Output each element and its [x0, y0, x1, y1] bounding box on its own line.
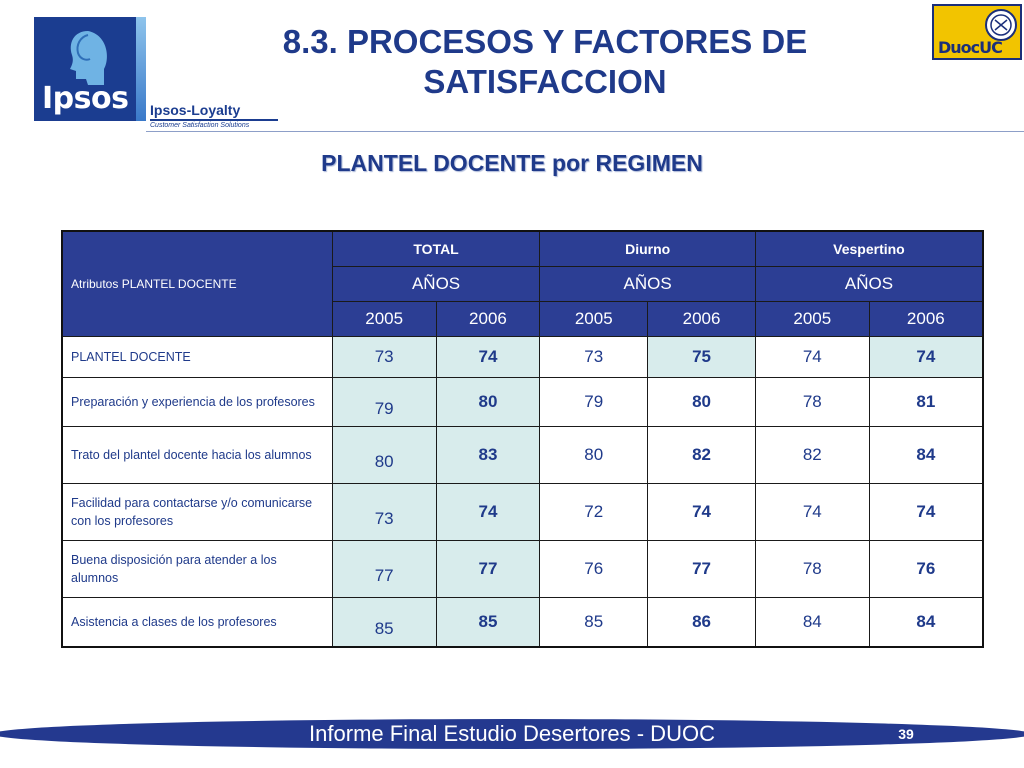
anos-header-vespertino: AÑOS — [754, 265, 984, 302]
group-header-vespertino: Vespertino — [754, 230, 984, 267]
title-divider — [146, 131, 1024, 132]
table-row: Asistencia a clases de los profesores 85… — [61, 596, 984, 648]
value-cell: 72 — [539, 482, 649, 541]
value-cell: 85 — [331, 596, 437, 648]
loyalty-rule — [150, 119, 278, 121]
value-cell: 80 — [331, 425, 437, 484]
group-header-diurno: Diurno — [539, 230, 756, 267]
value-cell: 74 — [868, 335, 984, 378]
value-cell: 85 — [435, 596, 541, 648]
group-header-row: Atributos PLANTEL DOCENTE TOTAL Diurno V… — [61, 230, 984, 337]
value-cell: 74 — [435, 335, 541, 378]
value-cell: 77 — [435, 539, 541, 598]
anos-header-total: AÑOS — [331, 265, 541, 302]
duoc-wordmark: DuocUC — [938, 38, 1003, 57]
value-cell: 74 — [435, 482, 541, 541]
value-cell: 82 — [754, 425, 870, 484]
page-subtitle: PLANTEL DOCENTE por REGIMEN — [321, 150, 703, 176]
value-cell: 78 — [754, 539, 870, 598]
value-cell: 79 — [331, 376, 437, 427]
row-label: PLANTEL DOCENTE — [61, 335, 333, 378]
value-cell: 73 — [331, 482, 437, 541]
ipsos-wordmark: Ipsos — [42, 81, 129, 116]
value-cell: 84 — [868, 596, 984, 648]
crest-icon — [985, 9, 1017, 41]
anos-header-diurno: AÑOS — [539, 265, 756, 302]
value-cell: 80 — [435, 376, 541, 427]
page-number: 39 — [898, 726, 914, 742]
footer-text: Informe Final Estudio Desertores - DUOC — [309, 721, 715, 746]
row-label: Trato del plantel docente hacia los alum… — [61, 425, 333, 484]
table-row: Trato del plantel docente hacia los alum… — [61, 425, 984, 484]
value-cell: 75 — [647, 335, 756, 378]
value-cell: 76 — [539, 539, 649, 598]
title-line-2: SATISFACCION — [423, 63, 667, 100]
value-cell: 83 — [435, 425, 541, 484]
value-cell: 73 — [331, 335, 437, 378]
value-cell: 82 — [647, 425, 756, 484]
group-header-total: TOTAL — [331, 230, 541, 267]
row-label: Asistencia a clases de los profesores — [61, 596, 333, 648]
value-cell: 79 — [539, 376, 649, 427]
row-label: Preparación y experiencia de los profeso… — [61, 376, 333, 427]
value-cell: 74 — [754, 482, 870, 541]
satisfaction-table: Atributos PLANTEL DOCENTE TOTAL Diurno V… — [61, 230, 984, 648]
value-cell: 80 — [647, 376, 756, 427]
logo-stripe — [136, 17, 146, 121]
year-header: 2006 — [647, 300, 756, 337]
value-cell: 76 — [868, 539, 984, 598]
value-cell: 85 — [539, 596, 649, 648]
year-header: 2006 — [868, 300, 984, 337]
row-label: Facilidad para contactarse y/o comunicar… — [61, 482, 333, 541]
year-header: 2005 — [539, 300, 649, 337]
row-label: Buena disposición para atender a los alu… — [61, 539, 333, 598]
year-header: 2005 — [331, 300, 437, 337]
loyalty-tagline: Customer Satisfaction Solutions — [150, 122, 250, 129]
value-cell: 84 — [868, 425, 984, 484]
value-cell: 73 — [539, 335, 649, 378]
anos-header-row: AÑOS AÑOS AÑOS — [62, 265, 984, 302]
profile-head-icon — [70, 31, 107, 85]
table-row: Buena disposición para atender a los alu… — [61, 539, 984, 598]
value-cell: 78 — [754, 376, 870, 427]
value-cell: 86 — [647, 596, 756, 648]
value-cell: 74 — [754, 335, 870, 378]
year-header-row: 2005 2006 2005 2006 2005 2006 — [62, 300, 984, 337]
year-header: 2006 — [435, 300, 541, 337]
value-cell: 80 — [539, 425, 649, 484]
value-cell: 74 — [868, 482, 984, 541]
title-line-1: 8.3. PROCESOS Y FACTORES DE — [282, 23, 808, 60]
loyalty-name: Ipsos-Loyalty — [150, 102, 241, 118]
page-title: 8.3. PROCESOS Y FACTORES DE SATISFACCION — [240, 22, 850, 102]
table-row: PLANTEL DOCENTE 73 74 73 75 74 74 — [61, 335, 984, 378]
duoc-logo: DuocUC — [932, 4, 1022, 60]
attributes-header: Atributos PLANTEL DOCENTE — [61, 230, 333, 337]
footer-band — [0, 719, 1024, 749]
value-cell: 84 — [754, 596, 870, 648]
value-cell: 77 — [647, 539, 756, 598]
value-cell: 77 — [331, 539, 437, 598]
ipsos-loyalty-logo: Ipsos-Loyalty Customer Satisfaction Solu… — [150, 102, 278, 129]
table-row: Preparación y experiencia de los profeso… — [61, 376, 984, 427]
year-header: 2005 — [754, 300, 870, 337]
value-cell: 74 — [647, 482, 756, 541]
value-cell: 81 — [868, 376, 984, 427]
ipsos-logo: Ipsos — [34, 17, 146, 121]
table-row: Facilidad para contactarse y/o comunicar… — [61, 482, 984, 541]
